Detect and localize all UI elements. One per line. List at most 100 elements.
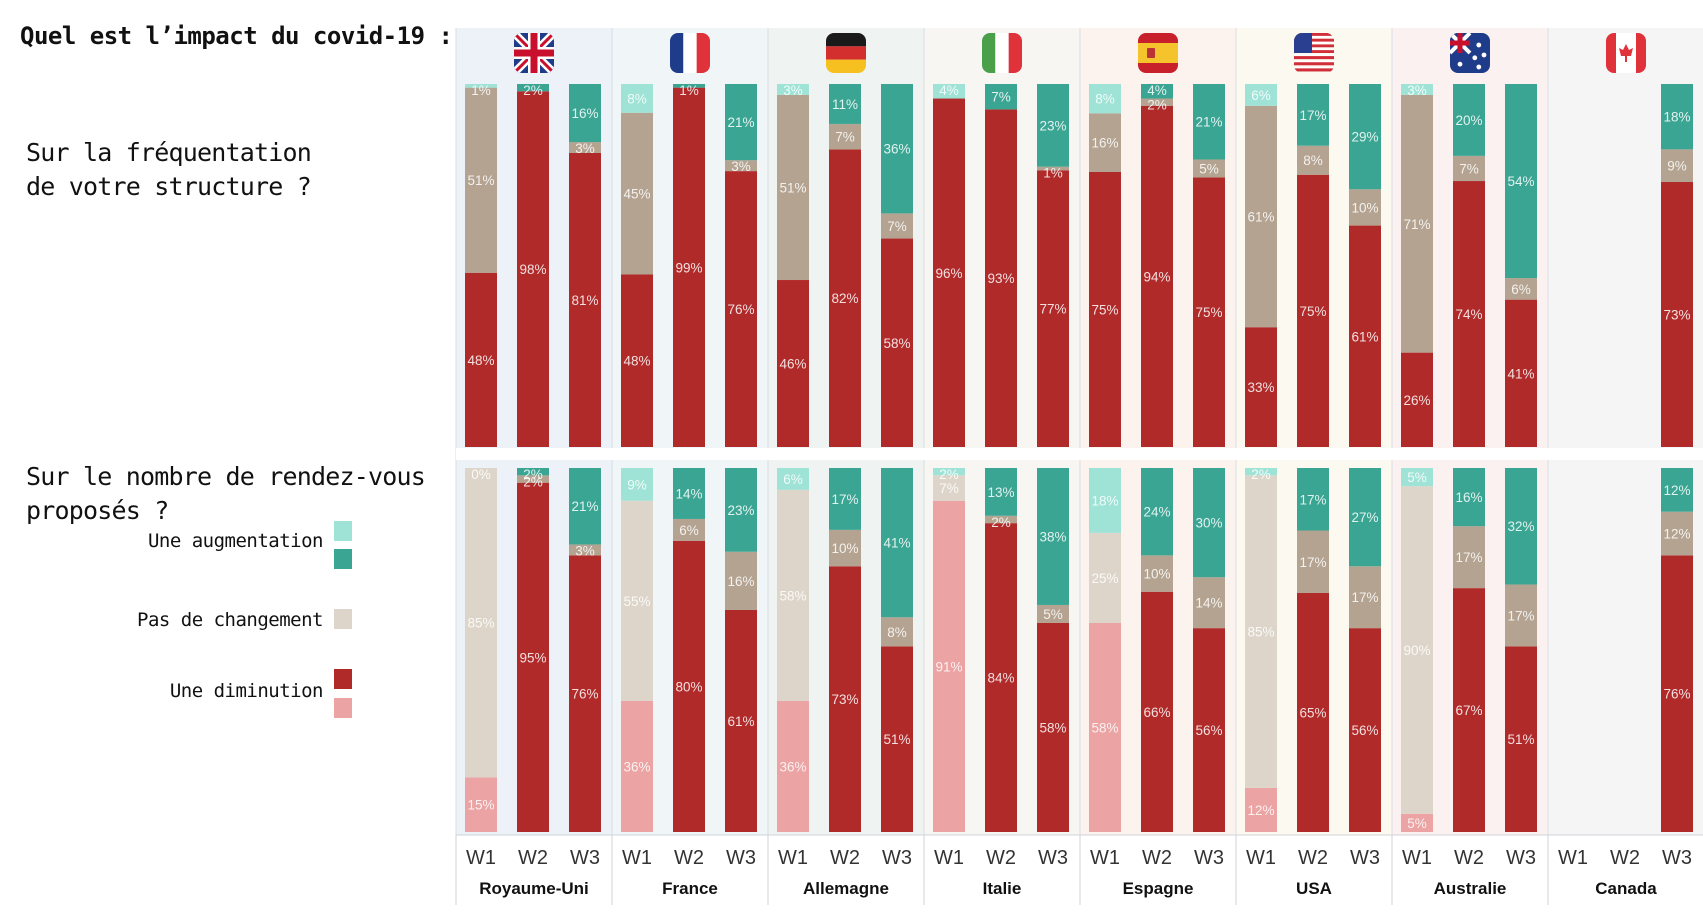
bar-value-label: 61%	[727, 714, 754, 729]
bar-value-label: 7%	[1459, 161, 1479, 176]
bar-value-label: 90%	[1403, 643, 1430, 658]
bar-value-label: 8%	[887, 625, 907, 640]
bar-segment-increase	[1141, 84, 1173, 99]
bar-segment-nochange	[1297, 530, 1329, 594]
bar-value-label: 6%	[1251, 88, 1271, 103]
bar-segment-increase	[1245, 84, 1277, 106]
bar-segment-decrease	[777, 700, 809, 832]
bar-segment-decrease	[621, 700, 653, 832]
bar-value-label: 85%	[467, 616, 494, 631]
france-flag-icon	[670, 33, 710, 73]
bar-value-label: 1%	[471, 83, 491, 98]
bar-segment-increase	[1089, 468, 1121, 533]
legend-increase-dark-swatch	[334, 549, 352, 569]
bar-value-label: 32%	[1507, 519, 1534, 534]
bar-value-label: 6%	[679, 523, 699, 538]
bar-segment-increase	[1141, 468, 1173, 556]
country-label: Allemagne	[803, 879, 889, 898]
bar-value-label: 38%	[1039, 529, 1066, 544]
bar-segment-decrease	[881, 238, 913, 447]
bar-value-label: 16%	[1091, 136, 1118, 151]
canada-flag-icon	[1606, 33, 1646, 73]
bar-segment-increase	[1297, 468, 1329, 531]
bar-segment-increase	[1037, 468, 1069, 605]
bar-value-label: 27%	[1351, 510, 1378, 525]
bar-value-label: 73%	[1663, 308, 1690, 323]
bar-value-label: 51%	[467, 173, 494, 188]
bar-segment-decrease	[1349, 628, 1381, 832]
legend-decrease-light-swatch	[334, 698, 352, 718]
bar-value-label: 58%	[779, 588, 806, 603]
bar-value-label: 46%	[779, 357, 806, 372]
bar-value-label: 16%	[727, 574, 754, 589]
bar-segment-nochange	[621, 500, 653, 701]
bar-value-label: 17%	[831, 492, 858, 507]
bar-value-label: 16%	[1455, 490, 1482, 505]
bar-value-label: 5%	[1199, 161, 1219, 176]
spain-flag-icon	[1138, 33, 1178, 73]
bar-segment-decrease	[725, 171, 757, 447]
bar-segment-increase	[777, 468, 809, 490]
bar-segment-decrease	[1089, 622, 1121, 832]
bar-segment-decrease	[1037, 170, 1069, 447]
x-tick-label: W3	[570, 847, 600, 869]
bar-segment-nochange	[465, 87, 497, 273]
bar-segment-nochange	[621, 112, 653, 275]
x-tick-label: W1	[1558, 847, 1588, 869]
bar-value-label: 51%	[1507, 732, 1534, 747]
bar-value-label: 8%	[1303, 153, 1323, 168]
bar-value-label: 7%	[939, 481, 959, 496]
bar-segment-decrease	[1349, 225, 1381, 447]
bar-segment-decrease	[1505, 646, 1537, 832]
bar-segment-decrease	[569, 152, 601, 447]
bar-segment-decrease	[1245, 327, 1277, 447]
legend-decrease-dark-swatch	[334, 669, 352, 689]
bar-value-label: 75%	[1299, 304, 1326, 319]
bar-segment-decrease	[1297, 593, 1329, 832]
bar-value-label: 15%	[467, 798, 494, 813]
bar-value-label: 41%	[883, 536, 910, 551]
bar-segment-nochange	[1245, 105, 1277, 328]
bar-segment-increase	[933, 468, 965, 476]
bar-segment-nochange	[1453, 526, 1485, 589]
bar-value-label: 48%	[623, 354, 650, 369]
bar-value-label: 17%	[1299, 108, 1326, 123]
bar-value-label: 58%	[1091, 720, 1118, 735]
bar-value-label: 23%	[727, 503, 754, 518]
bar-segment-increase	[1505, 84, 1537, 279]
bar-value-label: 91%	[935, 659, 962, 674]
x-tick-label: W1	[1090, 847, 1120, 869]
bar-segment-nochange	[829, 123, 861, 150]
bar-segment-nochange	[1037, 604, 1069, 623]
bar-segment-increase	[517, 84, 549, 92]
bar-segment-decrease	[985, 109, 1017, 447]
bar-segment-decrease	[1453, 181, 1485, 447]
bar-segment-decrease	[1245, 787, 1277, 832]
bar-segment-decrease	[517, 91, 549, 447]
bar-segment-nochange	[1089, 113, 1121, 172]
bar-segment-increase	[1349, 468, 1381, 567]
bar-value-label: 4%	[1147, 83, 1167, 98]
bar-value-label: 36%	[779, 759, 806, 774]
bar-value-label: 8%	[1095, 92, 1115, 107]
x-tick-label: W1	[466, 847, 496, 869]
bar-segment-nochange	[569, 544, 601, 556]
bar-segment-nochange	[517, 475, 549, 483]
bar-segment-nochange	[1245, 475, 1277, 788]
bar-value-label: 21%	[727, 115, 754, 130]
bar-value-label: 20%	[1455, 113, 1482, 128]
bar-value-label: 3%	[1407, 83, 1427, 98]
bar-value-label: 2%	[991, 515, 1011, 530]
bar-value-label: 58%	[1039, 720, 1066, 735]
bar-value-label: 85%	[1247, 625, 1274, 640]
bar-segment-increase	[881, 468, 913, 618]
country-label: Royaume-Uni	[479, 879, 589, 898]
bar-value-label: 10%	[1143, 567, 1170, 582]
bar-value-label: 18%	[1663, 110, 1690, 125]
australia-flag-icon	[1450, 33, 1490, 73]
bar-segment-decrease	[881, 646, 913, 832]
bar-value-label: 5%	[1043, 607, 1063, 622]
bar-segment-increase	[985, 468, 1017, 516]
bar-segment-decrease	[1141, 105, 1173, 447]
country-label: Espagne	[1123, 879, 1194, 898]
